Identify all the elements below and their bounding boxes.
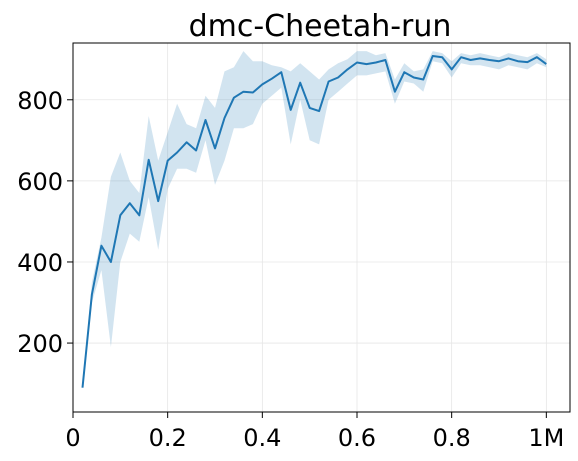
x-tick-label: 0	[65, 424, 80, 452]
y-tick-label: 200	[17, 330, 63, 358]
confidence-band	[82, 51, 547, 389]
grid-lines	[72, 43, 570, 412]
x-axis: 0 0.2 0.4 0.6 0.8 1M	[65, 412, 564, 452]
x-tick-label: 0.2	[149, 424, 187, 452]
x-tick-label: 0.6	[338, 424, 376, 452]
x-tick-label: 0.8	[433, 424, 471, 452]
y-tick-label: 600	[17, 168, 63, 196]
chart-title: dmc-Cheetah-run	[189, 9, 452, 44]
y-axis: 200 400 600 800	[17, 87, 73, 358]
plot-frame	[72, 42, 571, 413]
x-tick-label: 1M	[528, 424, 564, 452]
y-tick-label: 400	[17, 249, 63, 277]
x-tick-label: 0.4	[243, 424, 281, 452]
mean-line	[81, 55, 547, 388]
y-tick-label: 800	[17, 87, 63, 115]
